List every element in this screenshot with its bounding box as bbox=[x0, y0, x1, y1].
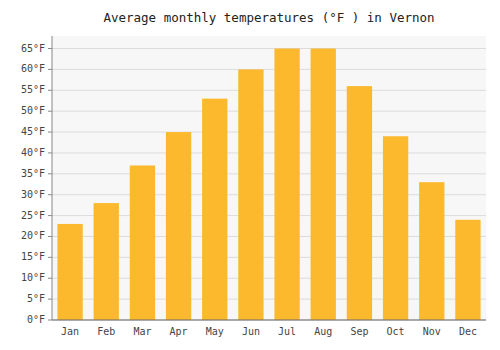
bar bbox=[202, 99, 227, 320]
chart-container: 0°F 5°F 10°F 15°F 20°F 25°F 30°F 35°F 40°F 45°F 50… bbox=[0, 0, 500, 350]
bar bbox=[311, 49, 336, 320]
bar bbox=[130, 165, 155, 320]
y-tick-label: 55°F bbox=[21, 84, 45, 95]
grid bbox=[52, 49, 486, 320]
y-tick bbox=[48, 69, 52, 70]
y-tick bbox=[48, 215, 52, 216]
bar bbox=[94, 203, 119, 320]
y-tick-label: 5°F bbox=[27, 293, 45, 304]
x-axis-line bbox=[52, 320, 486, 321]
y-tick-label: 35°F bbox=[21, 168, 45, 179]
chart-title: Average monthly temperatures (°F ) in Ve… bbox=[103, 10, 434, 25]
y-axis: 0°F 5°F 10°F 15°F 20°F 25°F 30°F 35°F 40°F 45°F 50… bbox=[21, 36, 52, 325]
y-tick-label: 10°F bbox=[21, 272, 45, 283]
x-tick-label: Nov bbox=[423, 326, 441, 337]
bar bbox=[455, 220, 480, 320]
y-tick-label: 0°F bbox=[27, 314, 45, 325]
y-tick bbox=[48, 236, 52, 237]
y-tick bbox=[48, 48, 52, 49]
y-tick bbox=[48, 173, 52, 174]
y-tick-label: 30°F bbox=[21, 189, 45, 200]
y-tick-label: 40°F bbox=[21, 147, 45, 158]
bar bbox=[57, 224, 82, 320]
y-tick bbox=[48, 278, 52, 279]
x-tick-label: Oct bbox=[387, 326, 405, 337]
x-tick-label: Feb bbox=[97, 326, 115, 337]
grid-line bbox=[52, 111, 486, 112]
y-tick bbox=[48, 194, 52, 195]
x-tick-label: Sep bbox=[350, 326, 368, 337]
y-tick-label: 45°F bbox=[21, 126, 45, 137]
y-tick-label: 50°F bbox=[21, 105, 45, 116]
grid-line bbox=[52, 173, 486, 174]
bar bbox=[274, 49, 299, 320]
x-tick-label: Dec bbox=[459, 326, 477, 337]
y-tick bbox=[48, 132, 52, 133]
chart-svg: 0°F 5°F 10°F 15°F 20°F 25°F 30°F 35°F 40°F 45°F 50… bbox=[0, 0, 500, 350]
y-tick bbox=[48, 257, 52, 258]
grid-line bbox=[52, 48, 486, 49]
bar bbox=[419, 182, 444, 320]
bars bbox=[57, 49, 480, 320]
bar bbox=[347, 86, 372, 320]
grid-line bbox=[52, 69, 486, 70]
x-tick-label: May bbox=[206, 326, 224, 337]
x-tick-label: Aug bbox=[314, 326, 332, 337]
bar bbox=[238, 69, 263, 320]
x-tick-label: Jun bbox=[242, 326, 260, 337]
grid-line bbox=[52, 132, 486, 133]
y-tick-label: 65°F bbox=[21, 43, 45, 54]
x-tick-label: Jul bbox=[278, 326, 296, 337]
y-tick bbox=[48, 320, 52, 321]
y-tick bbox=[48, 152, 52, 153]
y-tick-label: 15°F bbox=[21, 251, 45, 262]
y-tick bbox=[48, 111, 52, 112]
y-tick bbox=[48, 90, 52, 91]
y-tick bbox=[48, 299, 52, 300]
grid-line bbox=[52, 152, 486, 153]
y-axis-line bbox=[52, 36, 53, 320]
x-tick-label: Mar bbox=[133, 326, 151, 337]
y-tick-label: 60°F bbox=[21, 63, 45, 74]
x-tick-label: Jan bbox=[61, 326, 79, 337]
grid-line bbox=[52, 320, 486, 321]
bar bbox=[383, 136, 408, 320]
x-tick-label: Apr bbox=[170, 326, 188, 337]
x-axis: Jan Feb Mar Apr May Jun Jul Aug Sep Oct Nov Dec bbox=[52, 320, 486, 337]
plot-background bbox=[52, 36, 486, 320]
bar bbox=[166, 132, 191, 320]
y-tick-label: 20°F bbox=[21, 230, 45, 241]
grid-line bbox=[52, 90, 486, 91]
y-tick-label: 25°F bbox=[21, 210, 45, 221]
